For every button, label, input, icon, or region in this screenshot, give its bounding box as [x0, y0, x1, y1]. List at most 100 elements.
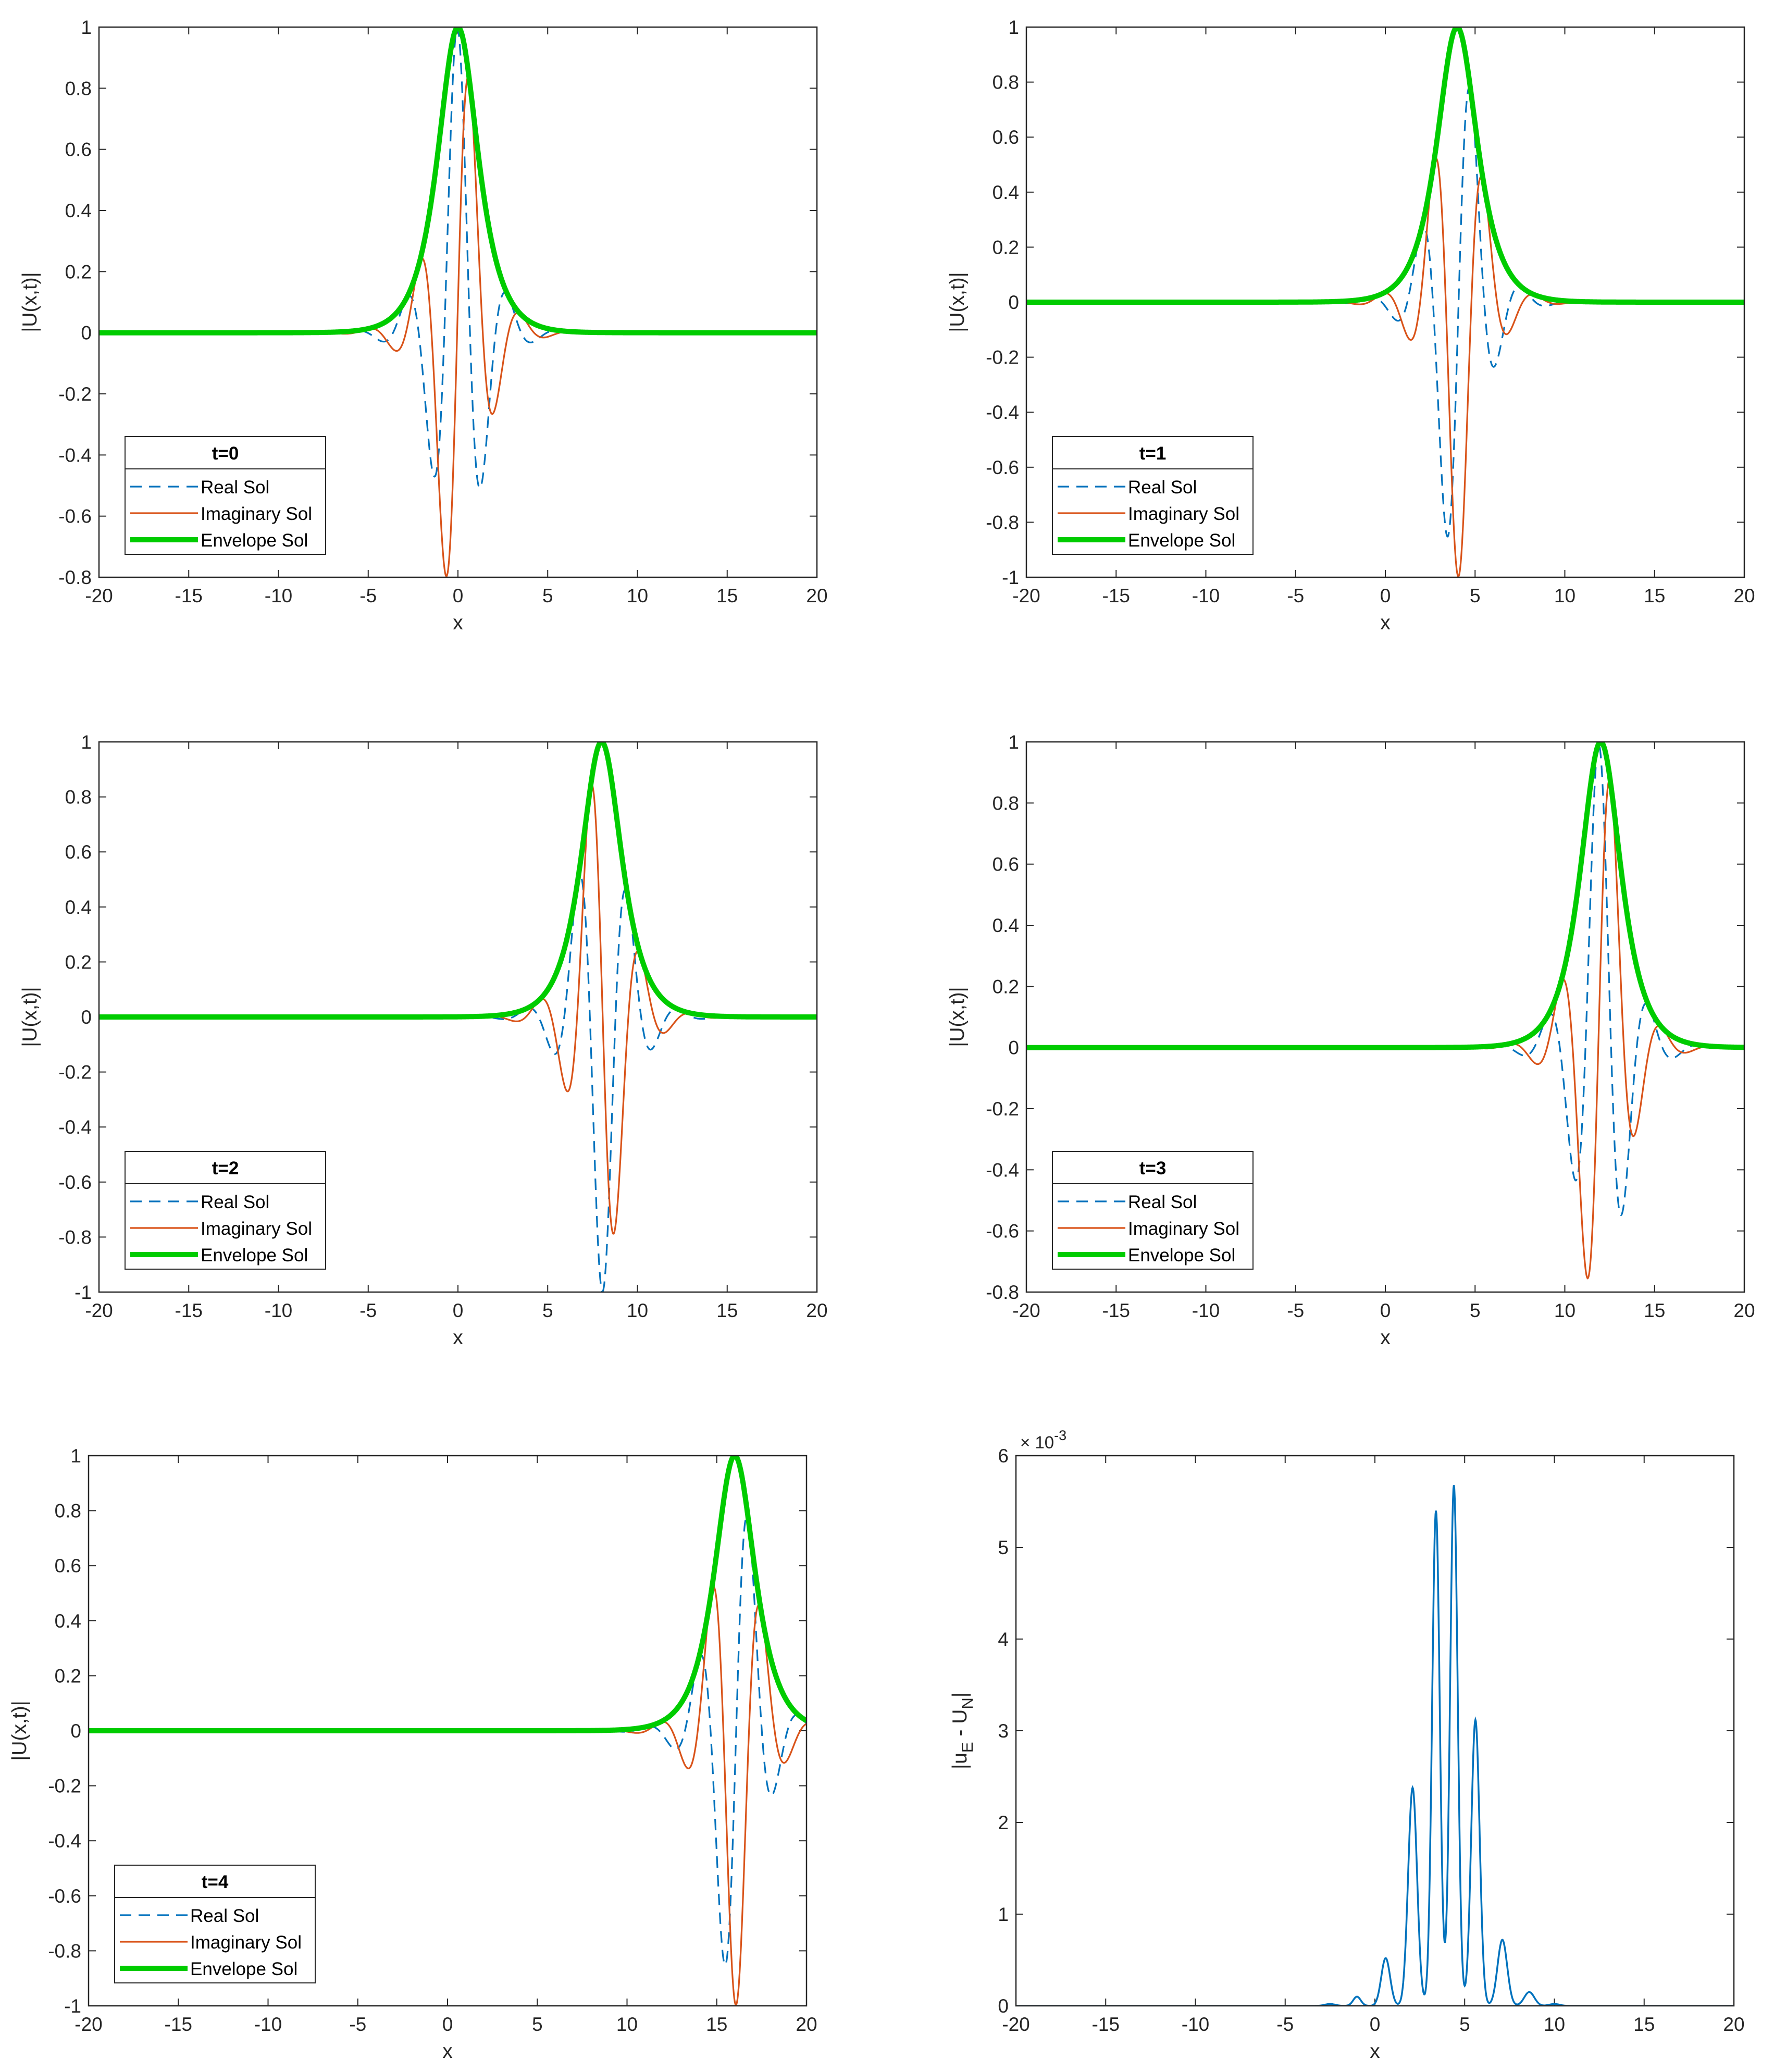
y-tick-label: 1 — [998, 1904, 1009, 1925]
y-tick-label: -0.4 — [986, 402, 1019, 423]
legend-entry: Envelope Sol — [201, 1245, 308, 1265]
x-axis-label: x — [1370, 2040, 1380, 2063]
legend-title: t=3 — [1139, 1158, 1167, 1178]
legend-title: t=4 — [202, 1872, 229, 1892]
legend: t=1 Real Sol Imaginary Sol Envelope Sol — [1052, 436, 1254, 555]
y-tick-label: 0 — [81, 322, 92, 344]
y-tick-label: 0.6 — [65, 841, 92, 863]
x-tick-label: 0 — [1380, 585, 1391, 606]
x-tick-label: -5 — [359, 585, 377, 606]
legend-entry: Envelope Sol — [1128, 1245, 1235, 1265]
legend: t=4 Real Sol Imaginary Sol Envelope Sol — [114, 1865, 316, 1983]
y-tick-label: 0.2 — [65, 261, 92, 282]
exponent-base: × 10 — [1020, 1433, 1054, 1452]
x-tick-label: -10 — [1192, 585, 1220, 606]
x-tick-label: 0 — [442, 2014, 453, 2035]
x-tick-label: -20 — [85, 1300, 113, 1321]
x-tick-label: -5 — [349, 2014, 366, 2035]
y-tick-label: 0.8 — [55, 1500, 81, 1522]
y-tick-label: 0.2 — [65, 951, 92, 973]
y-axis-label-part: | — [949, 1692, 971, 1697]
y-tick-label: -0.4 — [58, 1116, 92, 1138]
legend-title: t=2 — [212, 1158, 239, 1178]
y-tick-label: -1 — [75, 1282, 92, 1303]
x-axis-label: x — [453, 1326, 463, 1349]
y-tick-label: -0.8 — [58, 1226, 92, 1248]
x-tick-label: 15 — [1644, 585, 1665, 606]
x-tick-label: -10 — [265, 585, 292, 606]
legend-entry: Imaginary Sol — [1128, 1219, 1239, 1239]
y-tick-label: -0.8 — [58, 567, 92, 588]
legend-entry: Imaginary Sol — [201, 504, 312, 524]
series-envelope-sol — [1026, 742, 1744, 1050]
x-tick-label: -20 — [1012, 1300, 1040, 1321]
y-tick-label: 0 — [81, 1007, 92, 1028]
y-tick-label: 2 — [998, 1812, 1009, 1833]
y-tick-label: 0.4 — [993, 182, 1019, 203]
legend-entry: Envelope Sol — [201, 530, 308, 551]
y-tick-label: 1 — [81, 731, 92, 753]
x-tick-label: -5 — [1276, 2014, 1294, 2035]
x-tick-label: 5 — [542, 1300, 553, 1321]
legend-entry: Imaginary Sol — [201, 1219, 312, 1239]
x-tick-label: 5 — [1459, 2014, 1470, 2035]
series-envelope-sol — [89, 1456, 807, 1733]
x-axis-label: x — [442, 2040, 453, 2063]
panel-t1: -20 -15 -10 -5 0 5 10 15 20 -1 -0.8 -0.6 -0.4 -0.2 0 0.… — [946, 17, 1755, 634]
x-tick-label: 0 — [1370, 2014, 1381, 2035]
panel-t2: -20 -15 -10 -5 0 5 10 15 20 -1 -0.8 -0.6 -0.4 -0.2 0 0.… — [19, 731, 828, 1349]
y-tick-label: -0.6 — [58, 506, 92, 527]
y-axis-label-part: N — [958, 1697, 976, 1709]
axes-box — [98, 741, 818, 1293]
x-tick-label: -20 — [75, 2014, 102, 2035]
y-tick-label: 0.8 — [65, 787, 92, 808]
x-tick-label: -15 — [1102, 585, 1130, 606]
x-tick-label: -20 — [1012, 585, 1040, 606]
y-axis-label: |U(x,t)| — [19, 272, 41, 332]
y-axis-label: |uE - UN| — [949, 1692, 976, 1769]
y-tick-label: -1 — [1002, 567, 1019, 588]
legend-entry: Real Sol — [1128, 477, 1197, 498]
y-tick-label: 0.8 — [65, 78, 92, 99]
x-tick-label: 5 — [1470, 1300, 1481, 1321]
legend: t=3 Real Sol Imaginary Sol Envelope Sol — [1052, 1151, 1254, 1270]
y-tick-label: 6 — [998, 1445, 1009, 1467]
y-tick-label: 0.6 — [993, 127, 1019, 148]
x-tick-label: 0 — [453, 585, 464, 606]
x-axis-label: x — [1380, 1326, 1391, 1349]
legend: t=2 Real Sol Imaginary Sol Envelope Sol — [125, 1151, 326, 1270]
exponent-power: -3 — [1054, 1428, 1066, 1443]
x-tick-label: 5 — [532, 2014, 543, 2035]
y-tick-label: -0.4 — [58, 444, 92, 466]
x-tick-label: -15 — [175, 1300, 203, 1321]
y-tick-label: 0 — [1008, 292, 1019, 313]
x-tick-label: 0 — [453, 1300, 464, 1321]
y-tick-label: -0.8 — [986, 512, 1019, 533]
y-tick-label: 0.4 — [993, 915, 1019, 936]
x-axis-label: x — [1380, 612, 1391, 634]
x-tick-label: 10 — [616, 2014, 638, 2035]
y-tick-label: -0.2 — [48, 1776, 81, 1797]
y-tick-label: 0.4 — [65, 200, 92, 221]
y-tick-label: 0.6 — [993, 854, 1019, 875]
y-tick-label: 0.2 — [55, 1665, 81, 1686]
x-tick-label: 15 — [1644, 1300, 1665, 1321]
axes-box — [88, 1455, 808, 2007]
x-tick-label: -5 — [359, 1300, 377, 1321]
x-tick-label: -5 — [1287, 585, 1304, 606]
y-tick-label: 0 — [998, 1995, 1009, 2017]
x-tick-label: 10 — [1554, 585, 1575, 606]
y-tick-label: -0.6 — [986, 457, 1019, 478]
y-tick-label: -1 — [64, 1995, 81, 2017]
x-tick-label: 15 — [716, 1300, 738, 1321]
y-tick-label: -0.2 — [58, 1062, 92, 1083]
x-tick-label: 10 — [1544, 2014, 1565, 2035]
y-axis-label: |U(x,t)| — [19, 987, 41, 1047]
x-tick-label: 15 — [716, 585, 738, 606]
x-tick-label: 20 — [1723, 2014, 1744, 2035]
y-axis-label: |U(x,t)| — [8, 1701, 31, 1761]
y-tick-label: 0.8 — [993, 72, 1019, 93]
y-axis-label: |U(x,t)| — [946, 987, 969, 1047]
x-tick-label: 5 — [1470, 585, 1481, 606]
